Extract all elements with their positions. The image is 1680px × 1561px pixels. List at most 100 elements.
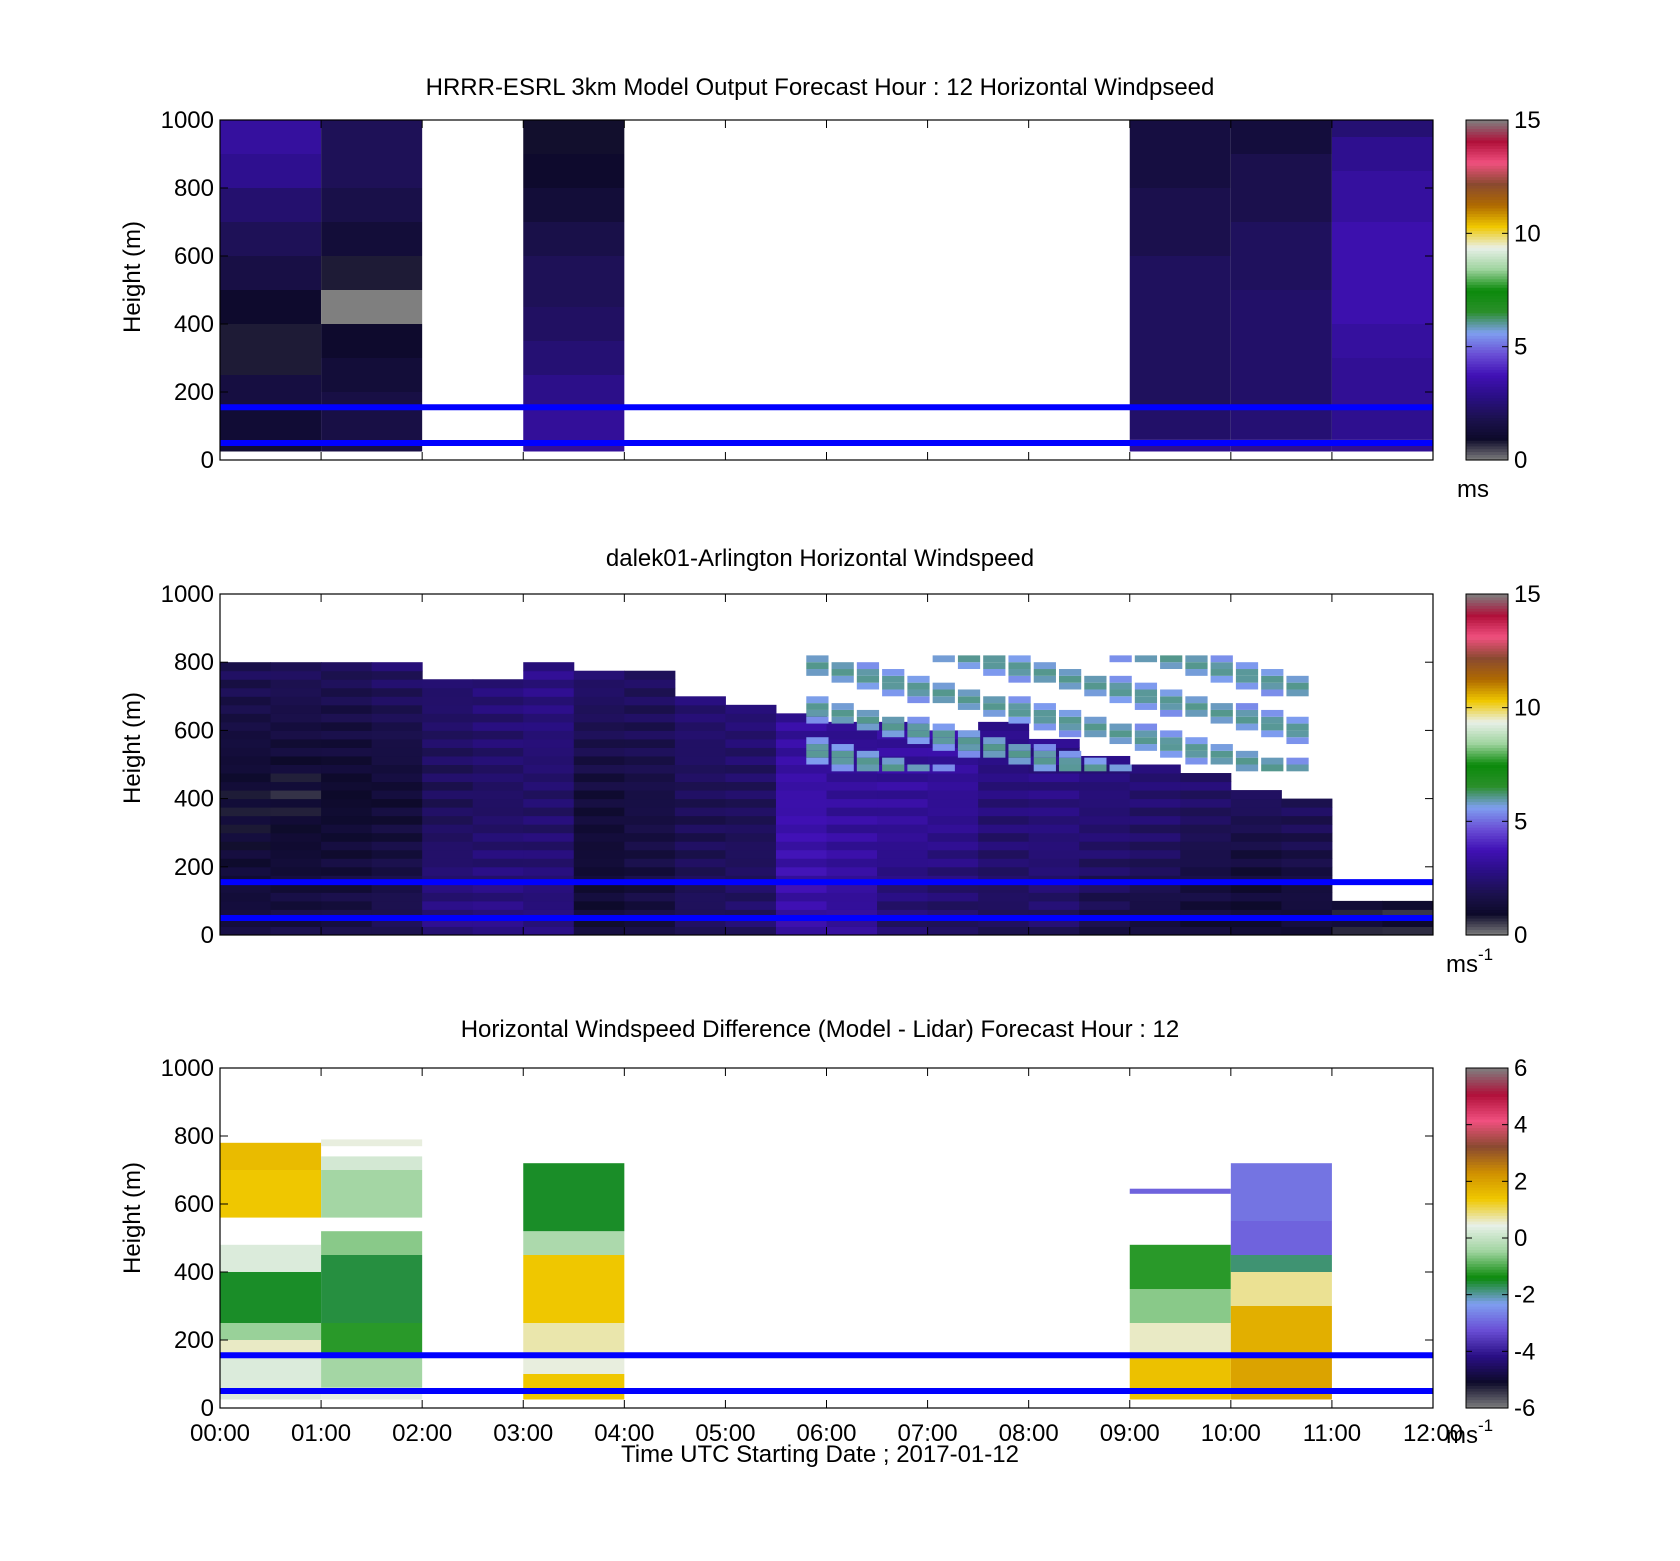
- colorbar-segment: [1466, 832, 1508, 837]
- colorbar-segment: [1466, 1076, 1508, 1080]
- colorbar-tick-label: 15: [1514, 581, 1541, 608]
- colorbar-segment: [1466, 338, 1508, 342]
- heatmap-cell: [1129, 807, 1181, 817]
- colorbar-segment: [1466, 151, 1508, 155]
- colorbar-segment: [1466, 355, 1508, 359]
- heatmap-cell: [1134, 723, 1158, 731]
- heatmap-cell: [1129, 798, 1181, 808]
- colorbar-segment: [1466, 912, 1508, 916]
- colorbar-segment: [1466, 841, 1508, 845]
- heatmap-cell: [1286, 716, 1309, 724]
- heatmap-cell: [1180, 892, 1232, 902]
- heatmap-cell: [674, 841, 726, 851]
- heatmap-cell: [270, 713, 322, 723]
- heatmap-cell: [523, 841, 575, 851]
- colorbar-segment: [1466, 1181, 1508, 1185]
- colorbar-segment: [1466, 156, 1508, 161]
- heatmap-cell: [1079, 909, 1131, 919]
- heatmap-cell: [1230, 409, 1332, 440]
- heatmap-cell: [1109, 675, 1132, 683]
- x-tick-label: 07:00: [898, 1420, 958, 1447]
- heatmap-cell: [371, 713, 423, 723]
- colorbar-segment: [1466, 298, 1508, 302]
- colorbar-segment: [1466, 1184, 1508, 1188]
- heatmap-cell: [1008, 709, 1031, 717]
- heatmap-cell: [1109, 764, 1132, 772]
- colorbar-segment: [1466, 451, 1508, 455]
- colorbar-segment: [1466, 145, 1508, 149]
- heatmap-cell: [877, 849, 929, 859]
- heatmap-cell: [472, 807, 524, 817]
- colorbar-segment: [1466, 1283, 1508, 1287]
- heatmap-cell: [1382, 926, 1434, 936]
- heatmap-cell: [1281, 841, 1333, 851]
- heatmap-cell: [1028, 832, 1080, 842]
- x-tick-label: 04:00: [594, 1420, 654, 1447]
- colorbar-segment: [1466, 906, 1508, 911]
- heatmap-cell: [978, 798, 1030, 808]
- heatmap-cell: [624, 696, 676, 706]
- colorbar-segment: [1466, 397, 1508, 402]
- heatmap-cell: [321, 324, 423, 358]
- colorbar-segment: [1466, 1269, 1508, 1273]
- heatmap-cell: [1084, 675, 1107, 683]
- heatmap-cell: [270, 781, 322, 791]
- heatmap-cell: [775, 721, 827, 731]
- heatmap-cell: [1331, 909, 1383, 919]
- colorbar-segment: [1466, 775, 1508, 780]
- heatmap-cell: [523, 713, 575, 723]
- heatmap-cell: [957, 662, 981, 670]
- heatmap-cell: [220, 324, 322, 375]
- heatmap-cell: [321, 662, 373, 672]
- colorbar-segment: [1466, 239, 1508, 243]
- y-tick-label: 600: [174, 243, 214, 270]
- heatmap-cell: [422, 849, 474, 859]
- heatmap-cell: [422, 704, 474, 714]
- colorbar-segment: [1466, 1119, 1508, 1123]
- heatmap-cell: [573, 883, 625, 893]
- heatmap-cell: [422, 926, 474, 936]
- heatmap-cell: [573, 866, 625, 876]
- colorbar-segment: [1466, 190, 1508, 195]
- colorbar-segment: [1466, 165, 1508, 169]
- heatmap-cell: [371, 866, 423, 876]
- heatmap-cell: [371, 738, 423, 748]
- heatmap-cell: [1033, 764, 1056, 772]
- heatmap-cell: [523, 883, 575, 893]
- colorbar-segment: [1466, 844, 1508, 848]
- colorbar-segment: [1466, 1294, 1508, 1299]
- heatmap-cell: [1230, 120, 1332, 154]
- heatmap-cell: [321, 815, 373, 825]
- colorbar-segment: [1466, 1260, 1508, 1265]
- heatmap-cell: [1028, 909, 1080, 919]
- heatmap-cell: [826, 790, 878, 800]
- heatmap-cell: [220, 696, 272, 706]
- colorbar-segment: [1466, 1396, 1508, 1401]
- colorbar-segment: [1466, 628, 1508, 632]
- colorbar-segment: [1466, 926, 1508, 930]
- colorbar-segment: [1466, 616, 1508, 621]
- colorbar-segment: [1466, 369, 1508, 373]
- colorbar-segment: [1466, 1096, 1508, 1100]
- heatmap-cell: [983, 655, 1006, 663]
- x-tick-label: 11:00: [1303, 1420, 1361, 1447]
- heatmap-cell: [220, 1170, 322, 1218]
- heatmap-cell: [826, 721, 878, 731]
- colorbar-segment: [1466, 1388, 1508, 1392]
- heatmap-cell: [1230, 824, 1282, 834]
- heatmap-cell: [1129, 815, 1181, 825]
- heatmap-cell: [1084, 716, 1107, 724]
- colorbar-segment: [1466, 261, 1508, 266]
- colorbar-segment: [1466, 417, 1508, 421]
- heatmap-cell: [1230, 807, 1282, 817]
- heatmap-cell: [674, 824, 726, 834]
- heatmap-cell: [725, 892, 777, 902]
- heatmap-cell: [725, 798, 777, 808]
- colorbar-segment: [1466, 699, 1508, 703]
- heatmap-cell: [1058, 709, 1082, 717]
- heatmap-cell: [220, 687, 272, 697]
- heatmap-cell: [775, 730, 827, 740]
- heatmap-cell: [1180, 807, 1232, 817]
- heatmap-cell: [422, 747, 474, 757]
- x-tick-label: 09:00: [1100, 1420, 1160, 1447]
